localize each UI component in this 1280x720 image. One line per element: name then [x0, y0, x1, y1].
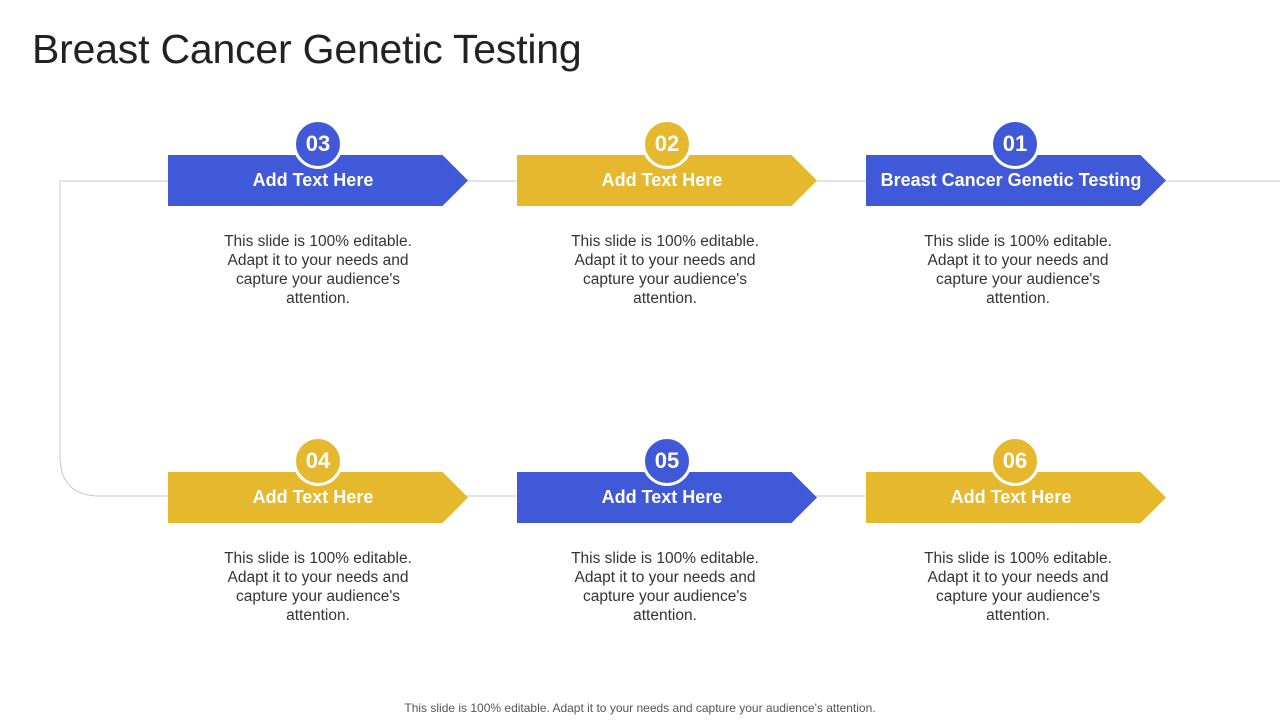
step-number-badge: 02	[642, 119, 692, 169]
step-label: Add Text Here	[601, 487, 723, 507]
connector-path	[59, 180, 1280, 497]
step-arrow: Breast Cancer Genetic Testing	[866, 155, 1166, 206]
step-description: This slide is 100% editable. Adapt it to…	[571, 550, 759, 624]
step-label: Add Text Here	[252, 487, 374, 507]
step-label: Add Text Here	[950, 487, 1072, 507]
step-number-badge: 01	[990, 119, 1040, 169]
step-description: This slide is 100% editable. Adapt it to…	[924, 233, 1112, 307]
step-number-badge: 06	[990, 436, 1040, 486]
step-number-badge: 03	[293, 119, 343, 169]
step-description: This slide is 100% editable. Adapt it to…	[924, 550, 1112, 624]
step-label: Add Text Here	[252, 170, 374, 190]
step-description: This slide is 100% editable. Adapt it to…	[571, 233, 759, 307]
step-number-badge: 05	[642, 436, 692, 486]
step-label: Breast Cancer Genetic Testing	[880, 170, 1142, 190]
page-title: Breast Cancer Genetic Testing	[32, 26, 582, 72]
footer-note: This slide is 100% editable. Adapt it to…	[404, 701, 876, 715]
step-description: This slide is 100% editable. Adapt it to…	[224, 233, 412, 307]
step-arrow: Add Text Here	[517, 155, 817, 206]
step-number-badge: 04	[293, 436, 343, 486]
step-label: Add Text Here	[601, 170, 723, 190]
step-description: This slide is 100% editable. Adapt it to…	[224, 550, 412, 624]
